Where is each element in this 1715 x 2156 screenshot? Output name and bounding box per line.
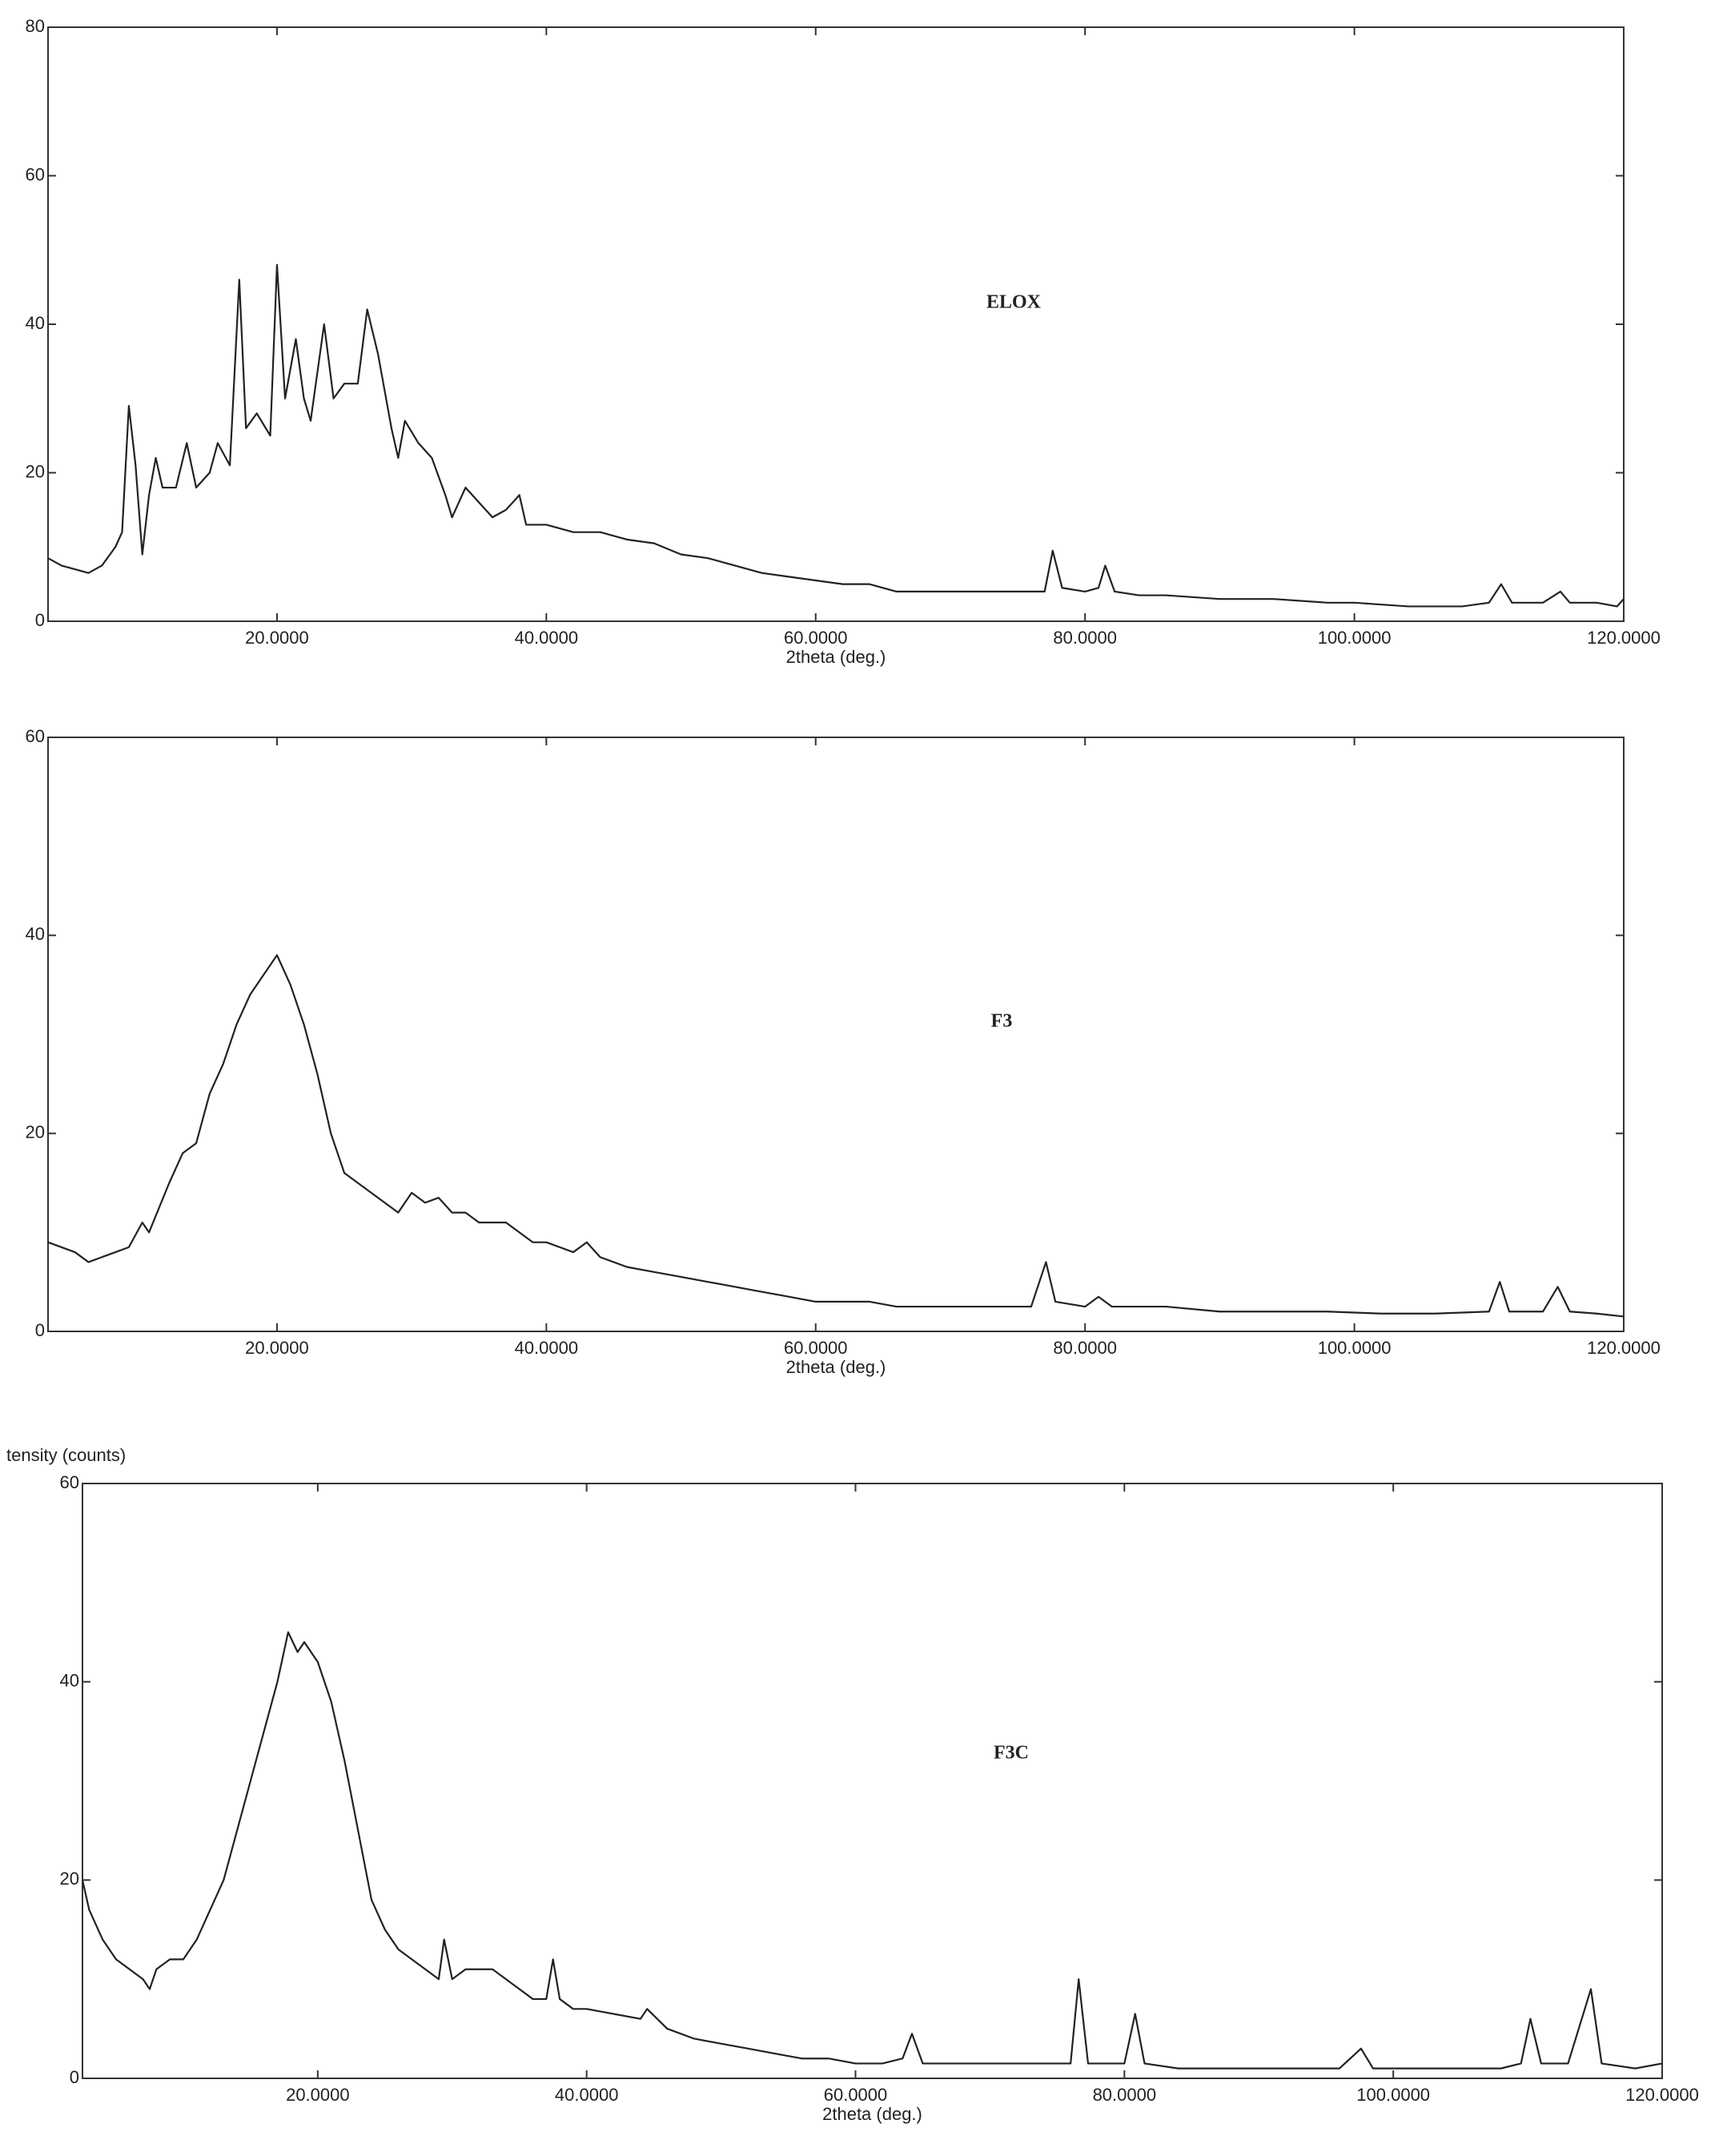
y-tick-label: 0 [35, 610, 45, 630]
x-tick-label: 60.0000 [824, 2085, 888, 2105]
x-tick-label: 60.0000 [784, 628, 848, 648]
x-axis-label: 2theta (deg.) [822, 2104, 922, 2124]
y-tick-label: 40 [26, 924, 45, 944]
y-tick-label: 20 [26, 1122, 45, 1142]
panel: 0 20 40 60 20.0000 40.0000 60.0000 80.0000 100.0… [6, 1445, 1699, 2124]
x-tick-label: 20.0000 [286, 2085, 350, 2105]
annotation: F3 [991, 1011, 1013, 1032]
y-tick-label: 60 [60, 1472, 79, 1492]
x-tick-label: 100.0000 [1356, 2085, 1430, 2105]
x-tick-label: 100.0000 [1318, 628, 1392, 648]
x-tick-label: 40.0000 [515, 628, 579, 648]
y-tick-label: 80 [26, 16, 45, 36]
x-tick-label: 20.0000 [245, 628, 309, 648]
x-tick-label: 20.0000 [245, 1338, 309, 1358]
y-tick-label: 0 [70, 2067, 79, 2087]
x-tick-label: 40.0000 [515, 1338, 579, 1358]
y-tick-label: 20 [60, 1869, 79, 1889]
panel: 0 20 40 60 80 20.0000 40.0000 60.0000 80.0000 100… [26, 16, 1661, 667]
annotation: ELOX [986, 292, 1042, 313]
y-tick-label: 60 [26, 726, 45, 746]
plot-frame [47, 737, 1625, 1332]
x-tick-label: 120.0000 [1587, 628, 1661, 648]
data-line [47, 263, 1625, 608]
x-tick-label: 120.0000 [1587, 1338, 1661, 1358]
y-tick-label: 40 [60, 1670, 79, 1690]
data-line [81, 1631, 1663, 2070]
x-tick-label: 80.0000 [1093, 2085, 1157, 2105]
panel: 0 20 40 60 20.0000 40.0000 60.0000 80.0000 100.0… [26, 726, 1661, 1377]
x-tick-label: 60.0000 [784, 1338, 848, 1358]
y-tick-label: 60 [26, 164, 45, 184]
x-tick-label: 100.0000 [1318, 1338, 1392, 1358]
x-axis-label: 2theta (deg.) [786, 1357, 886, 1377]
annotation: F3C [994, 1743, 1029, 1764]
y-tick-label: 0 [35, 1320, 45, 1340]
x-axis-label: 2theta (deg.) [786, 647, 886, 667]
y-axis-label: tensity (counts) [6, 1445, 126, 1465]
y-tick-label: 20 [26, 461, 45, 481]
data-line [47, 954, 1625, 1318]
x-tick-label: 80.0000 [1053, 1338, 1117, 1358]
x-tick-label: 120.0000 [1625, 2085, 1699, 2105]
plot-frame [82, 1483, 1663, 2079]
y-tick-label: 40 [26, 313, 45, 333]
plot-frame [47, 26, 1625, 622]
x-tick-label: 40.0000 [555, 2085, 619, 2105]
x-tick-label: 80.0000 [1053, 628, 1117, 648]
